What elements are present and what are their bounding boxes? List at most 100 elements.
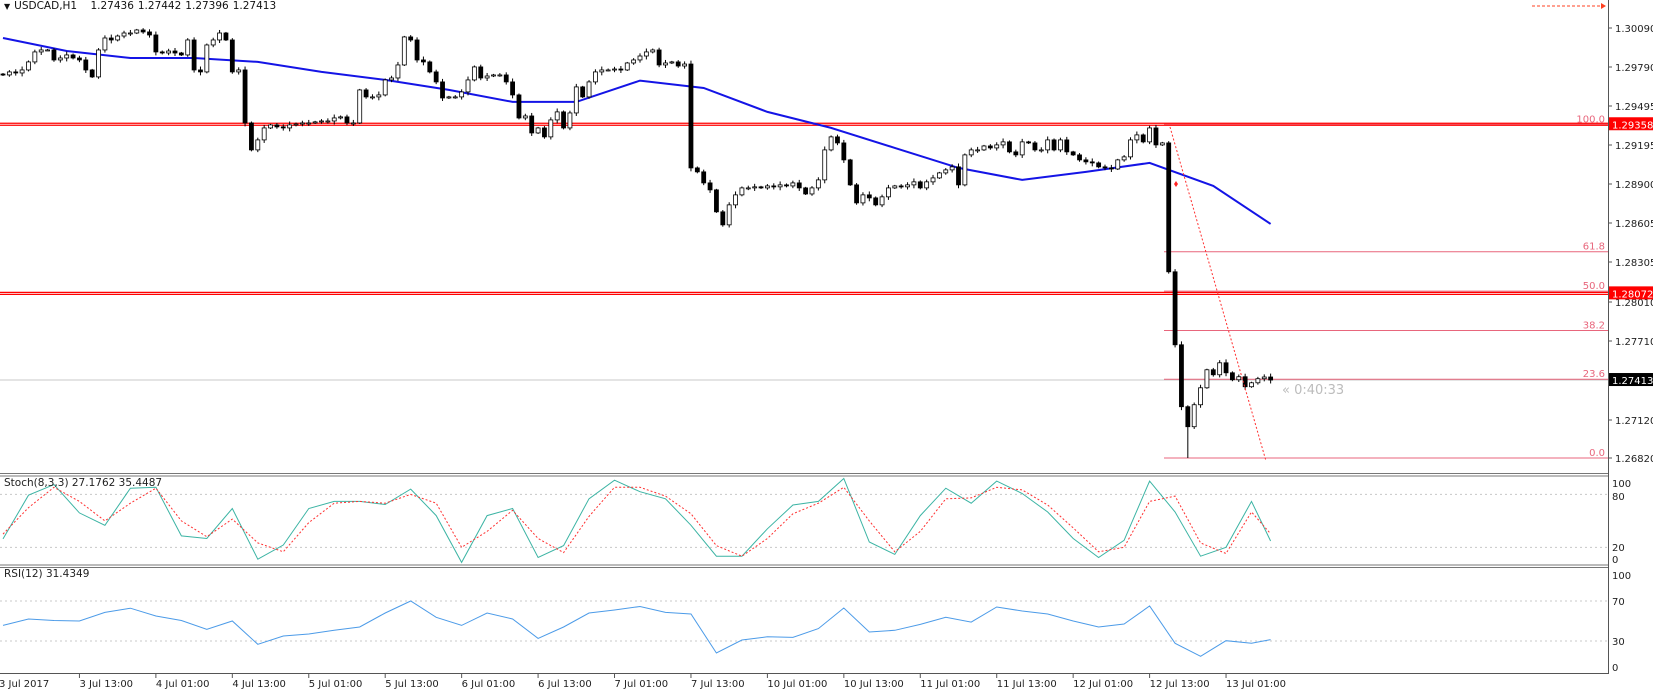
bullish-candle[interactable] bbox=[573, 86, 579, 114]
bearish-candle[interactable] bbox=[1268, 376, 1274, 381]
bullish-candle[interactable] bbox=[325, 120, 331, 123]
bearish-candle[interactable] bbox=[694, 167, 700, 173]
bullish-candle[interactable] bbox=[261, 127, 267, 141]
bullish-candle[interactable] bbox=[64, 54, 70, 59]
bullish-candle[interactable] bbox=[586, 81, 592, 98]
fibonacci-trendline[interactable] bbox=[1169, 126, 1267, 462]
bearish-candle[interactable] bbox=[1230, 372, 1235, 381]
bullish-candle[interactable] bbox=[331, 117, 337, 122]
bearish-candle[interactable] bbox=[70, 54, 76, 59]
bullish-candle[interactable] bbox=[236, 69, 242, 73]
bearish-candle[interactable] bbox=[688, 63, 694, 169]
bearish-candle[interactable] bbox=[1032, 142, 1038, 151]
bullish-candle[interactable] bbox=[1128, 139, 1133, 158]
bullish-candle[interactable] bbox=[299, 122, 305, 125]
bearish-candle[interactable] bbox=[153, 34, 159, 53]
bullish-candle[interactable] bbox=[567, 112, 573, 129]
bearish-candle[interactable] bbox=[542, 127, 547, 138]
bearish-candle[interactable] bbox=[1096, 162, 1102, 168]
bullish-candle[interactable] bbox=[981, 145, 987, 151]
bullish-candle[interactable] bbox=[1045, 139, 1051, 151]
bearish-candle[interactable] bbox=[1166, 142, 1172, 273]
bullish-candle[interactable] bbox=[319, 120, 324, 123]
bearish-candle[interactable] bbox=[1210, 369, 1216, 376]
bullish-candle[interactable] bbox=[255, 139, 261, 151]
bearish-candle[interactable] bbox=[835, 136, 840, 144]
bullish-candle[interactable] bbox=[1191, 404, 1197, 428]
bullish-candle[interactable] bbox=[376, 94, 382, 98]
bullish-candle[interactable] bbox=[389, 77, 394, 81]
bullish-candle[interactable] bbox=[121, 32, 127, 37]
bullish-candle[interactable] bbox=[752, 186, 758, 189]
bullish-candle[interactable] bbox=[134, 29, 140, 34]
bullish-candle[interactable] bbox=[1204, 369, 1210, 389]
bullish-candle[interactable] bbox=[726, 204, 732, 226]
bearish-candle[interactable] bbox=[223, 32, 229, 41]
bearish-candle[interactable] bbox=[1108, 167, 1114, 170]
bullish-candle[interactable] bbox=[45, 49, 50, 52]
bearish-candle[interactable] bbox=[714, 189, 719, 213]
bullish-candle[interactable] bbox=[905, 184, 910, 188]
bullish-candle[interactable] bbox=[1000, 141, 1006, 146]
bearish-candle[interactable] bbox=[478, 66, 484, 79]
bearish-candle[interactable] bbox=[675, 61, 681, 67]
bullish-candle[interactable] bbox=[733, 194, 738, 206]
bullish-candle[interactable] bbox=[471, 66, 477, 81]
bullish-candle[interactable] bbox=[777, 184, 783, 188]
bearish-candle[interactable] bbox=[1077, 154, 1082, 161]
bullish-candle[interactable] bbox=[930, 177, 936, 183]
bearish-candle[interactable] bbox=[159, 51, 165, 54]
bullish-candle[interactable] bbox=[268, 124, 273, 129]
bearish-candle[interactable] bbox=[89, 69, 95, 78]
bullish-candle[interactable] bbox=[491, 74, 496, 77]
bullish-candle[interactable] bbox=[605, 69, 611, 72]
bullish-candle[interactable] bbox=[452, 96, 458, 99]
bearish-candle[interactable] bbox=[503, 74, 509, 83]
bearish-candle[interactable] bbox=[1223, 362, 1229, 374]
bearish-candle[interactable] bbox=[841, 142, 847, 161]
bearish-candle[interactable] bbox=[229, 39, 235, 73]
bearish-candle[interactable] bbox=[561, 111, 566, 129]
bearish-candle[interactable] bbox=[720, 211, 726, 226]
bearish-candle[interactable] bbox=[414, 39, 420, 61]
bearish-candle[interactable] bbox=[274, 124, 280, 128]
triangle-down-icon[interactable]: ▼ bbox=[4, 2, 11, 11]
bullish-candle[interactable] bbox=[815, 179, 821, 189]
bearish-candle[interactable] bbox=[77, 57, 82, 61]
bearish-candle[interactable] bbox=[13, 71, 19, 74]
bullish-candle[interactable] bbox=[739, 187, 745, 196]
bearish-candle[interactable] bbox=[1007, 141, 1012, 153]
bullish-candle[interactable] bbox=[765, 185, 770, 189]
bearish-candle[interactable] bbox=[249, 122, 254, 151]
bullish-candle[interactable] bbox=[370, 96, 375, 99]
bullish-candle[interactable] bbox=[102, 37, 108, 51]
bearish-candle[interactable] bbox=[140, 29, 146, 33]
bullish-candle[interactable] bbox=[822, 149, 828, 181]
bullish-candle[interactable] bbox=[382, 79, 388, 96]
bearish-candle[interactable] bbox=[147, 31, 152, 36]
bearish-candle[interactable] bbox=[758, 186, 764, 189]
bearish-candle[interactable] bbox=[1172, 271, 1178, 346]
bullish-candle[interactable] bbox=[166, 50, 172, 54]
bearish-candle[interactable] bbox=[898, 185, 904, 188]
bearish-candle[interactable] bbox=[1013, 151, 1019, 156]
bearish-candle[interactable] bbox=[1185, 406, 1191, 428]
bearish-candle[interactable] bbox=[1102, 166, 1108, 169]
bullish-candle[interactable] bbox=[57, 57, 63, 61]
bullish-candle[interactable] bbox=[522, 115, 528, 119]
bearish-candle[interactable] bbox=[198, 69, 203, 73]
bearish-candle[interactable] bbox=[854, 184, 859, 204]
bullish-candle[interactable] bbox=[115, 35, 121, 41]
bearish-candle[interactable] bbox=[847, 159, 853, 186]
bearish-candle[interactable] bbox=[51, 49, 57, 61]
bearish-candle[interactable] bbox=[707, 182, 713, 191]
bullish-candle[interactable] bbox=[38, 49, 44, 53]
bearish-candle[interactable] bbox=[803, 187, 809, 195]
bullish-candle[interactable] bbox=[1159, 142, 1165, 146]
bullish-candle[interactable] bbox=[860, 194, 866, 204]
bullish-candle[interactable] bbox=[637, 55, 643, 61]
bullish-candle[interactable] bbox=[949, 166, 955, 171]
bearish-candle[interactable] bbox=[956, 166, 961, 186]
bearish-candle[interactable] bbox=[191, 39, 197, 71]
